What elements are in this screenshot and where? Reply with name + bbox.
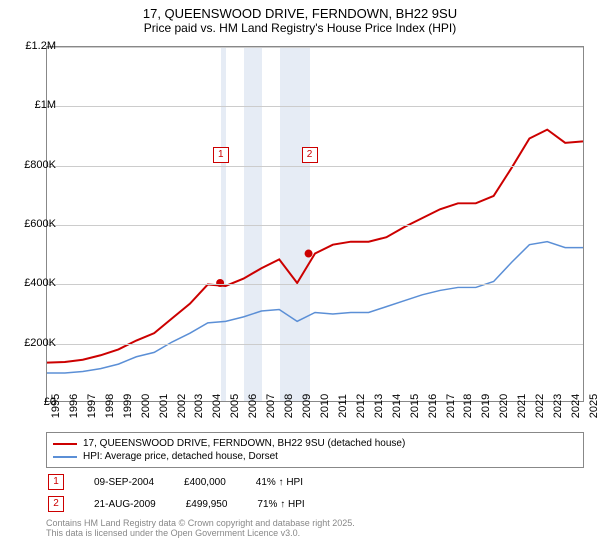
legend-swatch-2 — [53, 456, 77, 458]
x-axis-label: 2009 — [301, 394, 313, 418]
annotation-price-1: £400,000 — [184, 477, 226, 488]
x-axis-label: 2004 — [211, 394, 223, 418]
y-axis-label: £600K — [12, 218, 56, 230]
x-axis-label: 2022 — [534, 394, 546, 418]
footer-line-1: Contains HM Land Registry data © Crown c… — [46, 518, 584, 528]
gridline — [47, 47, 583, 48]
x-axis-label: 2019 — [480, 394, 492, 418]
x-axis-label: 2012 — [355, 394, 367, 418]
annotation-marker-2: 2 — [48, 496, 64, 512]
annotation-marker-1: 1 — [48, 474, 64, 490]
x-axis-label: 2000 — [140, 394, 152, 418]
gridline — [47, 166, 583, 167]
x-axis-label: 2017 — [445, 394, 457, 418]
legend-label-2: HPI: Average price, detached house, Dors… — [83, 451, 278, 462]
x-axis-label: 2024 — [570, 394, 582, 418]
annotation-date-1: 09-SEP-2004 — [94, 477, 154, 488]
x-axis-label: 2020 — [498, 394, 510, 418]
x-axis-label: 2011 — [337, 394, 349, 418]
x-axis-label: 1997 — [86, 394, 98, 418]
gridline — [47, 344, 583, 345]
x-axis-label: 2005 — [229, 394, 241, 418]
series-hpi — [47, 242, 583, 373]
x-axis-label: 1999 — [122, 394, 134, 418]
x-axis-label: 2016 — [427, 394, 439, 418]
chart-marker-2: 2 — [302, 147, 318, 163]
y-axis-label: £1M — [12, 99, 56, 111]
chart-title: 17, QUEENSWOOD DRIVE, FERNDOWN, BH22 9SU — [0, 0, 600, 21]
x-axis-label: 2003 — [193, 394, 205, 418]
legend-label-1: 17, QUEENSWOOD DRIVE, FERNDOWN, BH22 9SU… — [83, 438, 405, 449]
x-axis-label: 2007 — [265, 394, 277, 418]
footer-line-2: This data is licensed under the Open Gov… — [46, 528, 584, 538]
y-axis-label: £400K — [12, 277, 56, 289]
x-axis-label: 2021 — [516, 394, 528, 418]
annotation-row-2: 2 21-AUG-2009 £499,950 71% ↑ HPI — [46, 490, 584, 512]
x-axis-label: 2002 — [176, 394, 188, 418]
legend-container: 17, QUEENSWOOD DRIVE, FERNDOWN, BH22 9SU… — [46, 432, 584, 538]
legend-row-1: 17, QUEENSWOOD DRIVE, FERNDOWN, BH22 9SU… — [53, 437, 577, 450]
series-price_paid — [47, 130, 583, 363]
x-axis-label: 2010 — [319, 394, 331, 418]
y-axis-label: £1.2M — [12, 40, 56, 52]
y-axis-label: £800K — [12, 159, 56, 171]
x-axis-label: 2023 — [552, 394, 564, 418]
x-axis-label: 1996 — [68, 394, 80, 418]
legend-row-2: HPI: Average price, detached house, Dors… — [53, 450, 577, 463]
annotation-date-2: 21-AUG-2009 — [94, 499, 156, 510]
x-axis-label: 2015 — [409, 394, 421, 418]
y-axis-label: £200K — [12, 337, 56, 349]
chart-marker-1: 1 — [213, 147, 229, 163]
x-axis-label: 2013 — [373, 394, 385, 418]
x-axis-label: 2006 — [247, 394, 259, 418]
x-axis-label: 2014 — [391, 394, 403, 418]
annotation-pct-2: 71% ↑ HPI — [257, 499, 304, 510]
chart-svg — [47, 47, 583, 401]
sale-dot — [216, 279, 224, 287]
sale-dot — [305, 250, 313, 258]
chart-subtitle: Price paid vs. HM Land Registry's House … — [0, 21, 600, 39]
legend-swatch-1 — [53, 443, 77, 445]
x-axis-label: 1995 — [50, 394, 62, 418]
x-axis-label: 2025 — [588, 394, 600, 418]
gridline — [47, 284, 583, 285]
annotation-pct-1: 41% ↑ HPI — [256, 477, 303, 488]
legend-box: 17, QUEENSWOOD DRIVE, FERNDOWN, BH22 9SU… — [46, 432, 584, 468]
x-axis-label: 1998 — [104, 394, 116, 418]
annotation-price-2: £499,950 — [186, 499, 228, 510]
x-axis-label: 2001 — [158, 394, 170, 418]
chart-plot-area: 12 — [46, 46, 584, 402]
footer-text: Contains HM Land Registry data © Crown c… — [46, 512, 584, 538]
gridline — [47, 106, 583, 107]
x-axis-label: 2008 — [283, 394, 295, 418]
gridline — [47, 225, 583, 226]
annotation-row-1: 1 09-SEP-2004 £400,000 41% ↑ HPI — [46, 468, 584, 490]
x-axis-label: 2018 — [462, 394, 474, 418]
